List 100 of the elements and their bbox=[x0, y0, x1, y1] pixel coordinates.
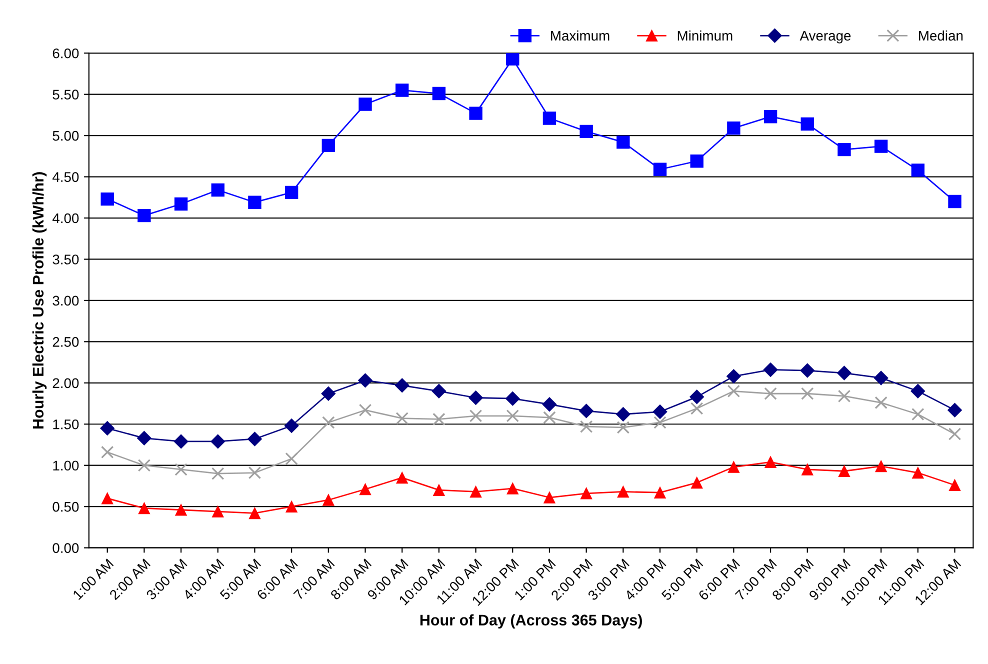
point bbox=[211, 183, 224, 197]
point bbox=[506, 53, 520, 66]
point bbox=[542, 397, 557, 412]
point bbox=[211, 467, 224, 480]
point bbox=[469, 106, 482, 120]
point bbox=[912, 408, 924, 421]
point bbox=[616, 421, 630, 434]
point bbox=[174, 434, 188, 449]
point bbox=[910, 384, 926, 398]
point bbox=[800, 387, 814, 400]
y-tick-label: 2.50 bbox=[52, 337, 79, 347]
y-tick-label: 1.00 bbox=[53, 460, 79, 471]
point bbox=[100, 192, 114, 206]
point bbox=[874, 370, 888, 386]
point bbox=[358, 98, 372, 111]
legend-label: Maximum bbox=[551, 30, 610, 41]
point bbox=[727, 384, 740, 398]
point bbox=[212, 506, 224, 518]
point bbox=[875, 460, 887, 472]
point bbox=[654, 486, 666, 498]
point bbox=[801, 464, 814, 476]
point bbox=[726, 369, 741, 384]
point bbox=[284, 418, 299, 434]
y-tick-label: 5.50 bbox=[52, 90, 79, 100]
point bbox=[542, 112, 556, 125]
point bbox=[728, 461, 740, 473]
point bbox=[174, 463, 188, 476]
point bbox=[285, 452, 298, 466]
point bbox=[948, 194, 962, 208]
point bbox=[396, 412, 408, 425]
point bbox=[838, 390, 851, 402]
point bbox=[322, 138, 336, 152]
point bbox=[395, 84, 409, 97]
point bbox=[580, 124, 593, 138]
point bbox=[433, 484, 445, 496]
point bbox=[358, 404, 372, 417]
point bbox=[138, 458, 151, 472]
point bbox=[690, 402, 704, 415]
point bbox=[653, 162, 667, 176]
y-tick-label: 4.50 bbox=[52, 172, 79, 182]
point bbox=[286, 500, 298, 512]
point bbox=[763, 362, 778, 377]
point bbox=[948, 402, 962, 418]
point bbox=[580, 420, 593, 433]
point bbox=[359, 483, 372, 496]
point bbox=[838, 142, 851, 156]
y-tick-label: 1.50 bbox=[53, 419, 79, 430]
point bbox=[248, 466, 262, 480]
point bbox=[617, 486, 630, 498]
x-axis-title: Hour of Day (Across 365 Days) bbox=[420, 614, 642, 629]
point bbox=[579, 404, 594, 418]
y-tick-label: 4.00 bbox=[52, 213, 79, 224]
point bbox=[543, 411, 556, 424]
point bbox=[837, 366, 852, 380]
y-tick-label: 0.50 bbox=[52, 502, 79, 512]
point bbox=[911, 164, 925, 177]
point bbox=[101, 492, 114, 504]
point bbox=[506, 482, 519, 494]
point bbox=[800, 363, 815, 378]
point bbox=[764, 387, 777, 400]
point bbox=[544, 492, 556, 504]
y-tick-label: 2.00 bbox=[52, 378, 79, 388]
y-tick-label: 3.00 bbox=[52, 296, 79, 306]
point bbox=[321, 386, 336, 401]
point bbox=[322, 494, 334, 506]
point bbox=[912, 466, 924, 479]
point bbox=[432, 384, 446, 398]
point bbox=[616, 407, 630, 422]
point bbox=[136, 430, 152, 446]
point bbox=[248, 196, 262, 209]
point bbox=[432, 412, 446, 426]
point bbox=[838, 465, 850, 478]
point bbox=[174, 197, 188, 211]
point bbox=[874, 140, 888, 153]
point bbox=[690, 476, 703, 489]
y-axis-title: Hourly Electric Use Profile (kWh/hr) bbox=[32, 172, 47, 428]
point bbox=[210, 434, 226, 449]
point bbox=[874, 396, 888, 410]
point bbox=[468, 390, 484, 405]
point bbox=[248, 507, 261, 520]
point bbox=[100, 421, 115, 436]
point bbox=[247, 432, 262, 446]
point bbox=[505, 391, 520, 406]
point bbox=[652, 404, 668, 419]
point bbox=[394, 378, 410, 393]
point bbox=[284, 186, 298, 200]
point bbox=[469, 409, 482, 422]
y-tick-label: 5.00 bbox=[52, 130, 79, 141]
point bbox=[948, 479, 961, 492]
point bbox=[690, 390, 704, 404]
point bbox=[358, 373, 372, 388]
point bbox=[764, 456, 776, 468]
point bbox=[100, 446, 114, 459]
point bbox=[654, 416, 666, 429]
point bbox=[432, 86, 446, 100]
point bbox=[322, 416, 335, 429]
legend-label: Minimum bbox=[678, 30, 732, 41]
point bbox=[948, 428, 962, 440]
y-tick-label: 6.00 bbox=[52, 48, 79, 58]
point bbox=[138, 502, 150, 514]
